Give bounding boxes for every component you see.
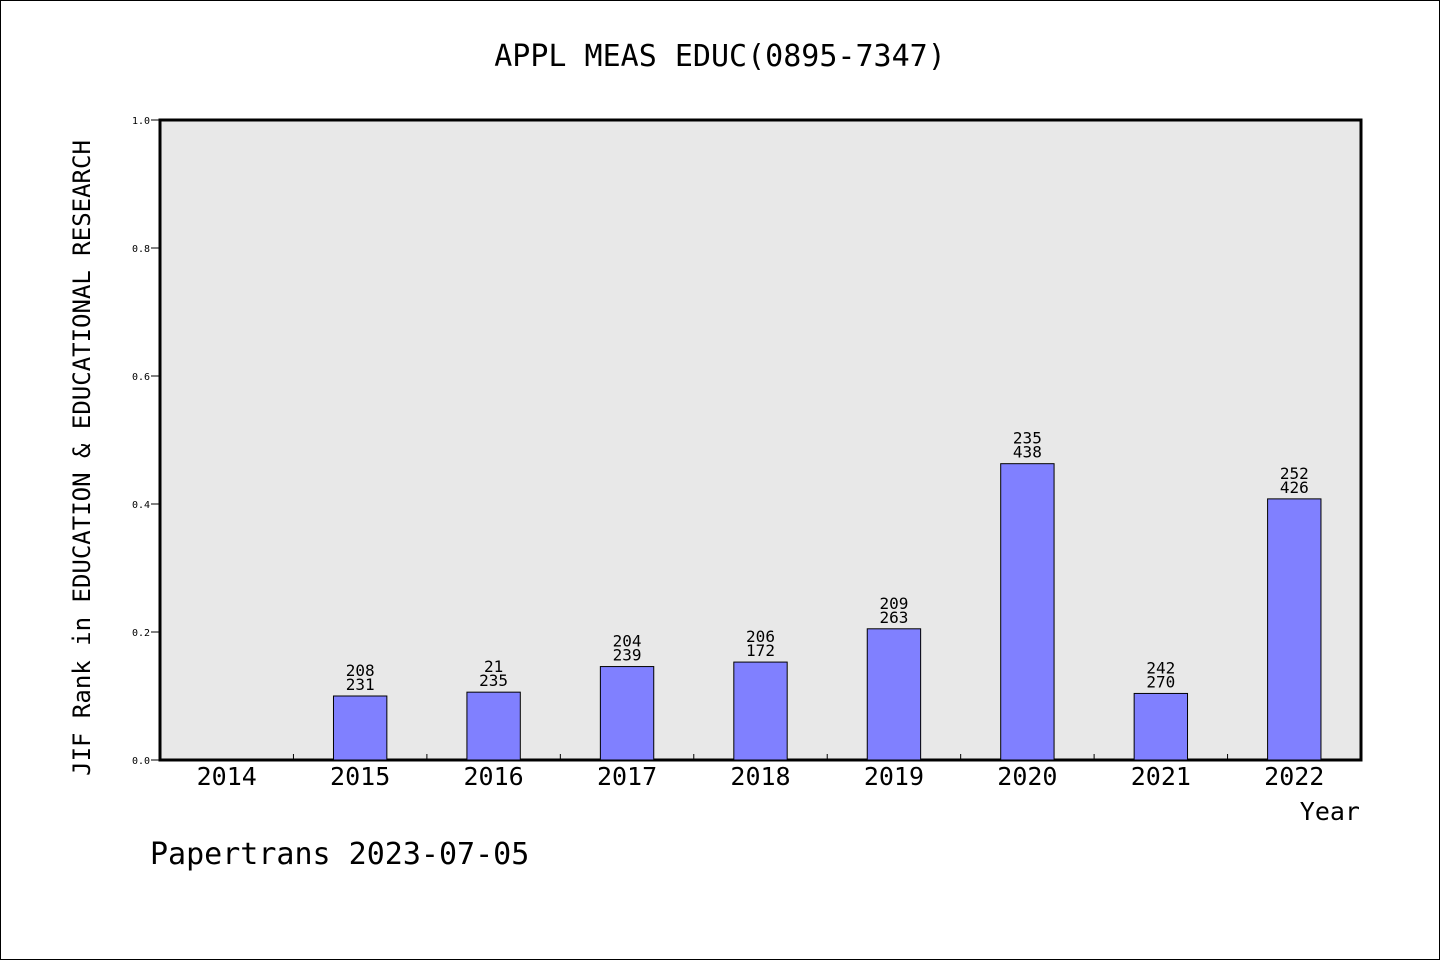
- bar-data-label: 208: [346, 661, 375, 680]
- bar-data-label: 426: [1280, 478, 1309, 497]
- x-axis: 2014 2015 2016 2017 2018 2019 2020 2021 2022: [197, 754, 1324, 791]
- x-tick-label: 2016: [464, 762, 524, 791]
- y-axis: 0.0 0.2 0.4 0.6 0.8 1.0: [132, 116, 160, 767]
- bar-2019: [866, 628, 922, 761]
- bar-data-label: 252: [1280, 464, 1309, 483]
- y-tick-label: 0.2: [132, 628, 150, 639]
- bar-data-label: 235: [1013, 429, 1042, 448]
- y-tick-label: 0.4: [132, 500, 150, 511]
- bar-2017: [599, 666, 655, 761]
- bar-labels-group: 2082312123520423920617220926323543824227…: [346, 429, 1309, 694]
- bar-2018: [733, 661, 788, 761]
- bar-2020: [1000, 463, 1055, 761]
- bar-data-label: 209: [879, 594, 908, 613]
- bar-data-label: 21: [484, 657, 503, 676]
- x-tick-label: 2014: [197, 762, 257, 791]
- bar-2021: [1133, 692, 1189, 761]
- bar-data-label: 438: [1013, 443, 1042, 462]
- y-tick-label: 1.0: [132, 116, 150, 127]
- y-axis-label: JIF Rank in EDUCATION & EDUCATIONAL RESE…: [68, 140, 96, 776]
- bar-2016: [466, 691, 521, 761]
- y-tick-label: 0.8: [132, 244, 150, 255]
- x-tick-label: 2022: [1264, 762, 1324, 791]
- bar-data-label: 204: [613, 632, 642, 651]
- x-tick-label: 2019: [864, 762, 924, 791]
- x-tick-label: 2017: [597, 762, 657, 791]
- y-tick-label: 0.6: [132, 372, 150, 383]
- x-axis-label: Year: [1300, 797, 1360, 826]
- bar-data-label: 235: [479, 671, 508, 690]
- bar-2022: [1267, 498, 1322, 761]
- footer-text: Papertrans 2023-07-05: [150, 837, 529, 872]
- y-tick-label: 0.0: [132, 756, 150, 767]
- bar-data-label: 172: [746, 641, 775, 660]
- bar-data-label: 206: [746, 627, 775, 646]
- x-tick-label: 2018: [730, 762, 790, 791]
- bar-data-label: 270: [1146, 672, 1175, 691]
- plot-area: [158, 118, 1363, 762]
- bar-data-label: 231: [346, 675, 375, 694]
- chart-title: APPL MEAS EDUC(0895-7347): [494, 39, 946, 74]
- bar-2015: [332, 695, 388, 761]
- x-tick-label: 2015: [330, 762, 390, 791]
- bar-data-label: 242: [1146, 658, 1175, 677]
- bar-data-label: 263: [879, 608, 908, 627]
- bars-group: [332, 463, 1322, 761]
- x-tick-label: 2020: [997, 762, 1057, 791]
- bar-data-label: 239: [613, 646, 642, 665]
- x-tick-label: 2021: [1131, 762, 1191, 791]
